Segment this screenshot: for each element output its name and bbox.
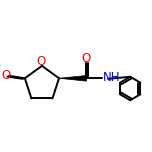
Text: NH: NH <box>103 71 120 84</box>
Text: O: O <box>81 52 90 65</box>
Text: O: O <box>36 55 46 68</box>
Text: O: O <box>2 69 11 82</box>
Polygon shape <box>59 76 86 81</box>
